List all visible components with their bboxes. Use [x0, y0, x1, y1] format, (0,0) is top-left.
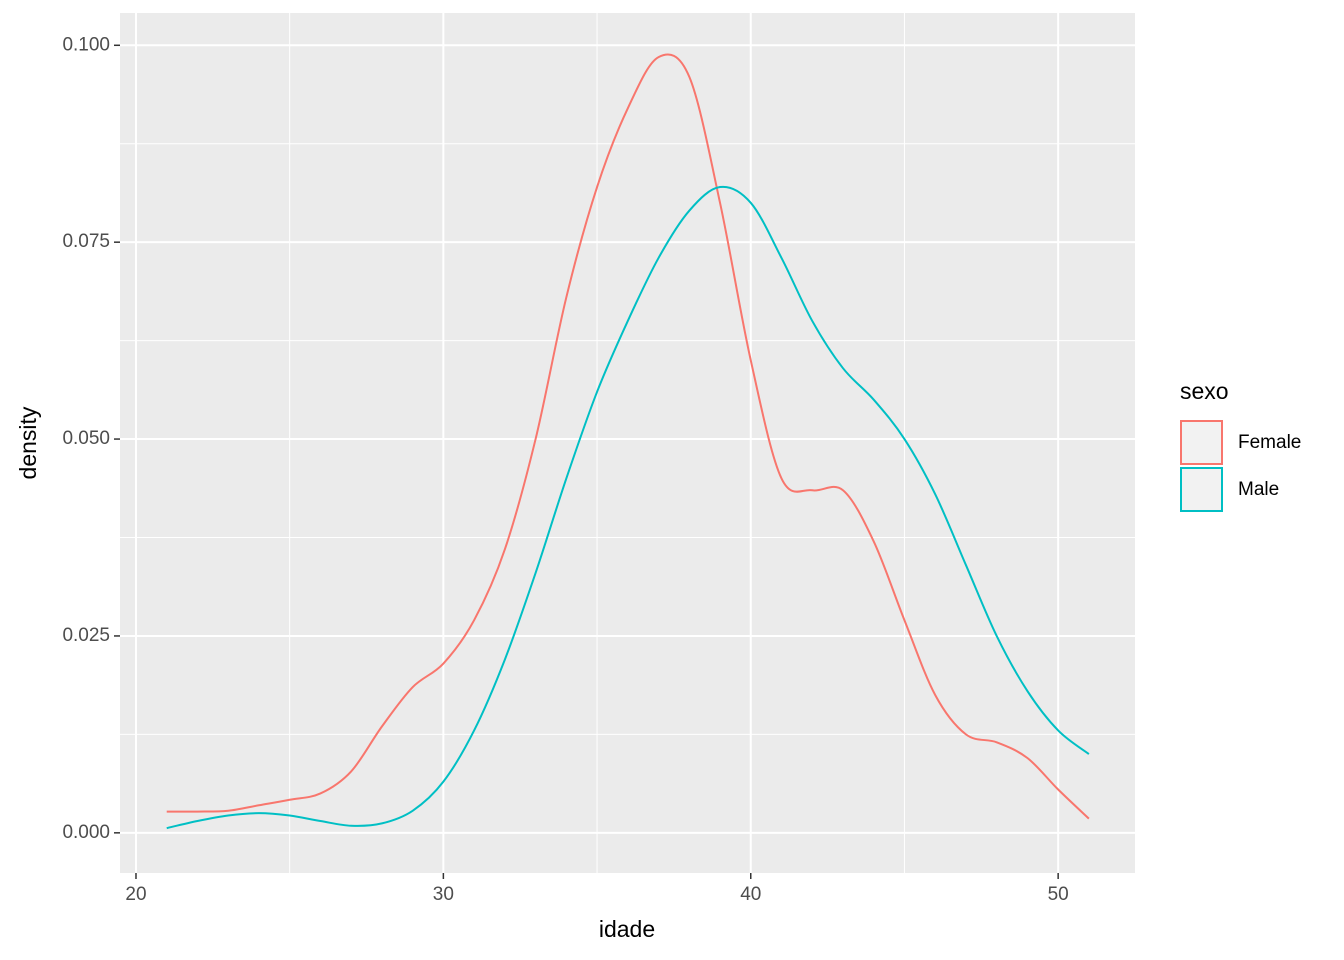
x-tick-label: 30: [433, 884, 454, 905]
density-curve: [166, 185, 1090, 830]
y-tick-label: 0.050: [62, 428, 110, 449]
y-axis-title: density: [15, 406, 41, 479]
legend-label: Male: [1238, 479, 1279, 500]
y-tick-label: 0.000: [62, 822, 110, 843]
legend-label: Female: [1238, 432, 1301, 453]
legend-key: [1180, 467, 1223, 512]
density-curve: [166, 53, 1090, 820]
grid: [120, 13, 1135, 873]
legend-key: [1180, 420, 1223, 465]
x-tick-label: 50: [1048, 884, 1069, 905]
legend: Female Male: [1180, 420, 1301, 512]
x-tick-label: 20: [125, 884, 146, 905]
y-tick-label: 0.100: [62, 34, 110, 55]
x-tick-label: 40: [740, 884, 761, 905]
panel: [120, 13, 1135, 873]
curves: [166, 53, 1090, 830]
y-tick-label: 0.025: [62, 625, 110, 646]
legend-title: sexo: [1180, 378, 1229, 404]
axes: 20 30 40 50 0.000 0.025 0.050 0.075 0.100: [62, 34, 1068, 905]
y-tick-label: 0.075: [62, 231, 110, 252]
x-axis-title: idade: [599, 916, 655, 942]
